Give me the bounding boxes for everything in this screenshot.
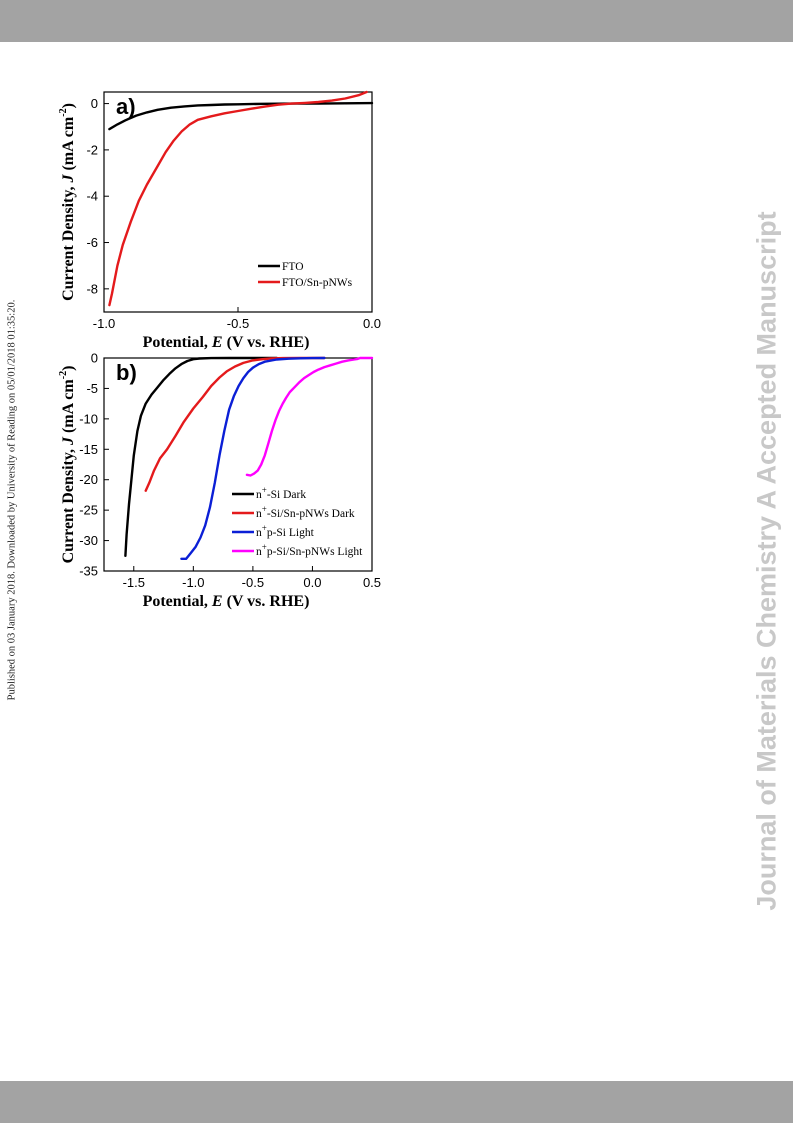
chart-panel-a: -1.0 -0.5 0.0 0 -2 -4 -6 -8 a) Potential, E (V vs… <box>58 90 381 351</box>
y-tick-label: -25 <box>79 503 98 518</box>
x-tick-label: -0.5 <box>242 575 264 590</box>
x-tick-label: 0.5 <box>363 575 381 590</box>
y-tick-label: -5 <box>86 381 98 396</box>
y-tick-label: -8 <box>86 281 98 296</box>
x-tick-label: -1.0 <box>93 316 115 331</box>
series-line <box>108 90 368 307</box>
y-tick-label: -6 <box>86 235 98 250</box>
legend-label: n+-Si Dark <box>256 485 306 501</box>
y-axis-label: Current Density, J (mA cm-2) <box>58 103 77 301</box>
y-tick-label: -30 <box>79 533 98 548</box>
y-tick-label: -4 <box>86 189 98 204</box>
x-axis-label: Potential, E (V vs. RHE) <box>143 334 310 351</box>
y-tick-label: -2 <box>86 142 98 157</box>
legend-label: n+p-Si Light <box>256 523 315 539</box>
series-line <box>124 356 278 557</box>
x-tick-label: 0.0 <box>363 316 381 331</box>
y-tick-label: 0 <box>91 351 98 366</box>
series-line <box>180 356 326 560</box>
footer-bar <box>0 1081 793 1123</box>
chart-panel-b: -1.5 -1.0 -0.5 0.0 0.5 0 -5 -10 -15 -20 -25 -30 -35 b… <box>58 351 381 611</box>
series-line <box>108 101 374 131</box>
panel-label: b) <box>116 360 137 385</box>
x-tick-label: -1.0 <box>182 575 204 590</box>
header-bar <box>0 0 793 42</box>
series-line <box>144 356 326 492</box>
x-tick-label: -1.5 <box>123 575 145 590</box>
series-line <box>245 356 374 477</box>
legend-label: FTO <box>282 261 304 273</box>
legend-label: FTO/Sn-pNWs <box>282 277 353 289</box>
legend-label: n+-Si/Sn-pNWs Dark <box>256 504 355 520</box>
y-axis-label: Current Density, J (mA cm-2) <box>58 366 77 564</box>
x-tick-label: -0.5 <box>227 316 249 331</box>
y-tick-label: -15 <box>79 442 98 457</box>
y-tick-label: -35 <box>79 564 98 579</box>
x-axis-label: Potential, E (V vs. RHE) <box>143 593 310 610</box>
y-tick-label: 0 <box>91 96 98 111</box>
legend-label: n+p-Si/Sn-pNWs Light <box>256 542 363 558</box>
y-tick-label: -10 <box>79 411 98 426</box>
panel-label: a) <box>116 94 136 119</box>
x-tick-label: 0.0 <box>303 575 321 590</box>
y-tick-label: -20 <box>79 472 98 487</box>
